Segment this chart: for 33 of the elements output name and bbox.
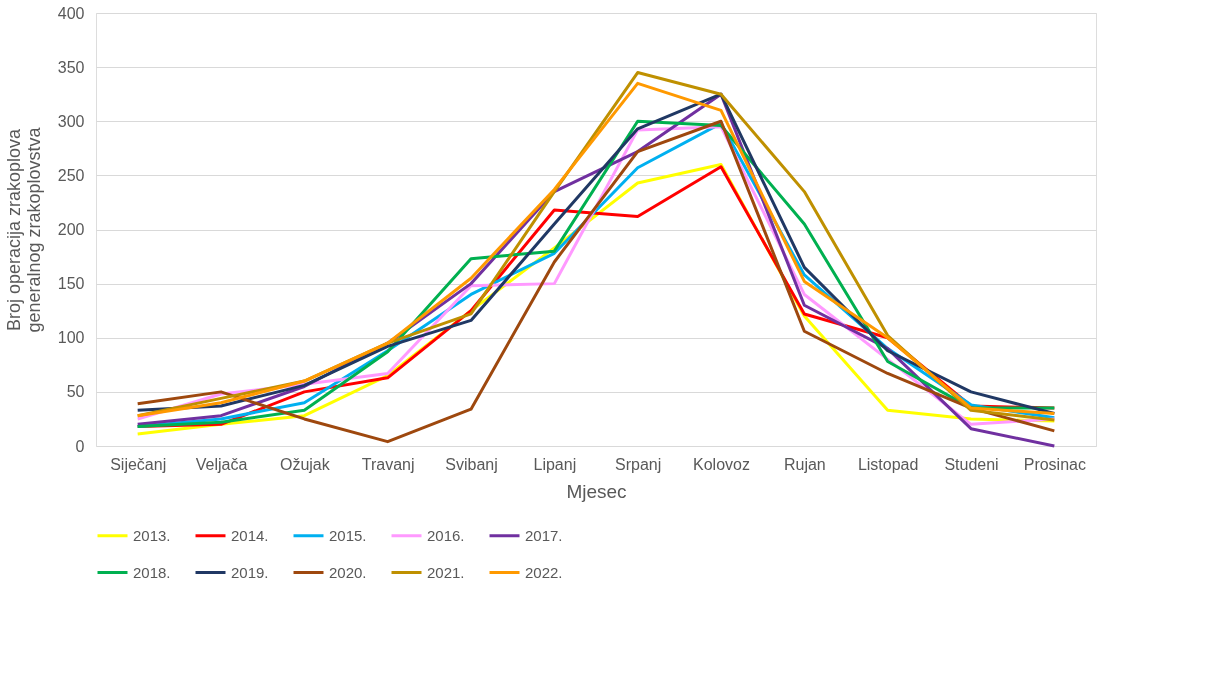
x-tick-label: Kolovoz (693, 455, 750, 473)
legend-label: 2018. (133, 563, 171, 581)
x-tick-label: Veljača (195, 455, 248, 473)
x-tick-label: Siječanj (110, 455, 167, 473)
y-tick-label: 0 (75, 437, 85, 455)
y-tick-label: 400 (57, 4, 85, 22)
legend-label: 2016. (427, 526, 465, 544)
x-tick-label: Prosinac (1023, 455, 1086, 473)
y-tick-label: 200 (57, 221, 85, 238)
legend-label: 2021. (427, 563, 465, 581)
x-tick-label: Travanj (361, 455, 415, 473)
y-tick-label: 50 (66, 383, 85, 401)
y-tick-label: 150 (57, 275, 85, 293)
x-tick-label: Listopad (857, 455, 919, 473)
y-tick-label: 350 (57, 58, 85, 76)
legend-label: 2017. (525, 526, 563, 544)
x-axis-title: Mjesec (566, 480, 627, 502)
x-tick-label: Studeni (944, 455, 999, 473)
legend-label: 2022. (525, 563, 563, 581)
y-tick-label: 100 (57, 329, 85, 347)
x-tick-label: Srpanj (615, 455, 662, 473)
y-tick-label: 250 (57, 166, 85, 184)
x-tick-label: Lipanj (533, 455, 577, 473)
y-axis-title: Broj operacija zrakoplova generalnog zrakoplovstva (3, 126, 44, 333)
legend-label: 2020. (329, 563, 367, 581)
y-tick-label: 300 (57, 112, 85, 130)
x-tick-label: Rujan (783, 455, 826, 473)
legend-label: 2015. (329, 526, 367, 544)
x-tick-label: Svibanj (445, 455, 498, 473)
legend-label: 2013. (133, 526, 171, 544)
legend-label: 2019. (231, 563, 269, 581)
legend-label: 2014. (231, 526, 269, 544)
x-tick-label: Ožujak (279, 455, 331, 473)
